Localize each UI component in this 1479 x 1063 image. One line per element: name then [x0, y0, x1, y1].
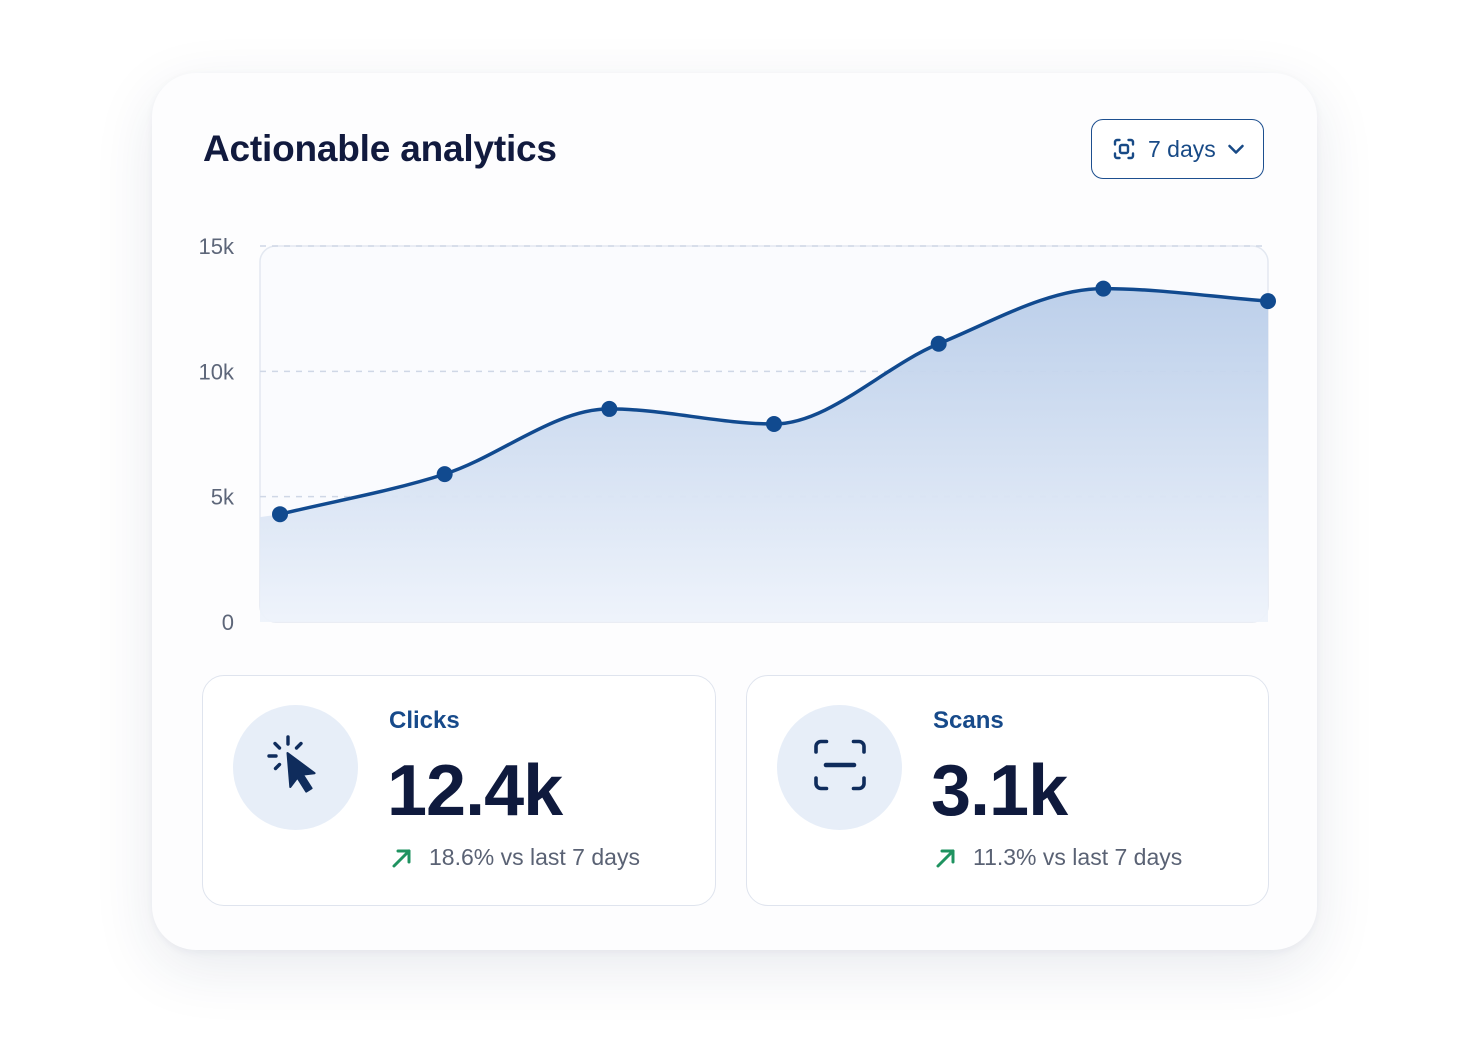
y-tick-label: 0: [222, 610, 234, 635]
cursor-click-icon: [264, 733, 328, 802]
y-tick-label: 5k: [211, 485, 235, 510]
data-point: [766, 415, 782, 432]
arrow-up-right-icon: [389, 845, 415, 871]
data-point: [1095, 280, 1112, 297]
area-chart: 0 5k 10k 15k: [199, 234, 1276, 635]
chevron-down-icon: [1226, 139, 1246, 159]
scans-icon-badge: [777, 705, 902, 830]
analytics-card: Actionable analytics 7 days: [152, 73, 1317, 950]
date-range-dropdown[interactable]: 7 days: [1091, 119, 1264, 179]
scans-value: 3.1k: [931, 751, 1068, 831]
clicks-change-text: 18.6% vs last 7 days: [429, 844, 640, 870]
y-tick-label: 15k: [199, 234, 235, 259]
card-title: Actionable analytics: [203, 128, 557, 169]
clicks-label: Clicks: [389, 707, 460, 734]
scans-stat-card: Scans 3.1k 11.3% vs last 7 days: [746, 675, 1269, 906]
scans-change: 11.3% vs last 7 days: [933, 844, 1182, 871]
clicks-change: 18.6% vs last 7 days: [389, 844, 640, 871]
scans-change-text: 11.3% vs last 7 days: [973, 844, 1183, 870]
date-range-label: 7 days: [1148, 135, 1216, 162]
area-fill: [260, 288, 1268, 622]
data-point: [930, 335, 947, 352]
clicks-value: 12.4k: [387, 751, 563, 831]
clicks-icon-badge: [233, 705, 358, 830]
scan-icon: [812, 737, 868, 798]
data-point: [436, 466, 453, 483]
scans-label: Scans: [933, 707, 1004, 734]
y-tick-label: 10k: [199, 359, 235, 384]
arrow-up-right-icon: [933, 845, 959, 871]
data-point: [272, 506, 288, 523]
data-point: [601, 400, 618, 417]
clicks-stat-card: Clicks 12.4k 18.6% vs last 7 days: [202, 675, 716, 906]
data-point: [1260, 293, 1276, 310]
calendar-scan-icon: [1112, 137, 1136, 161]
